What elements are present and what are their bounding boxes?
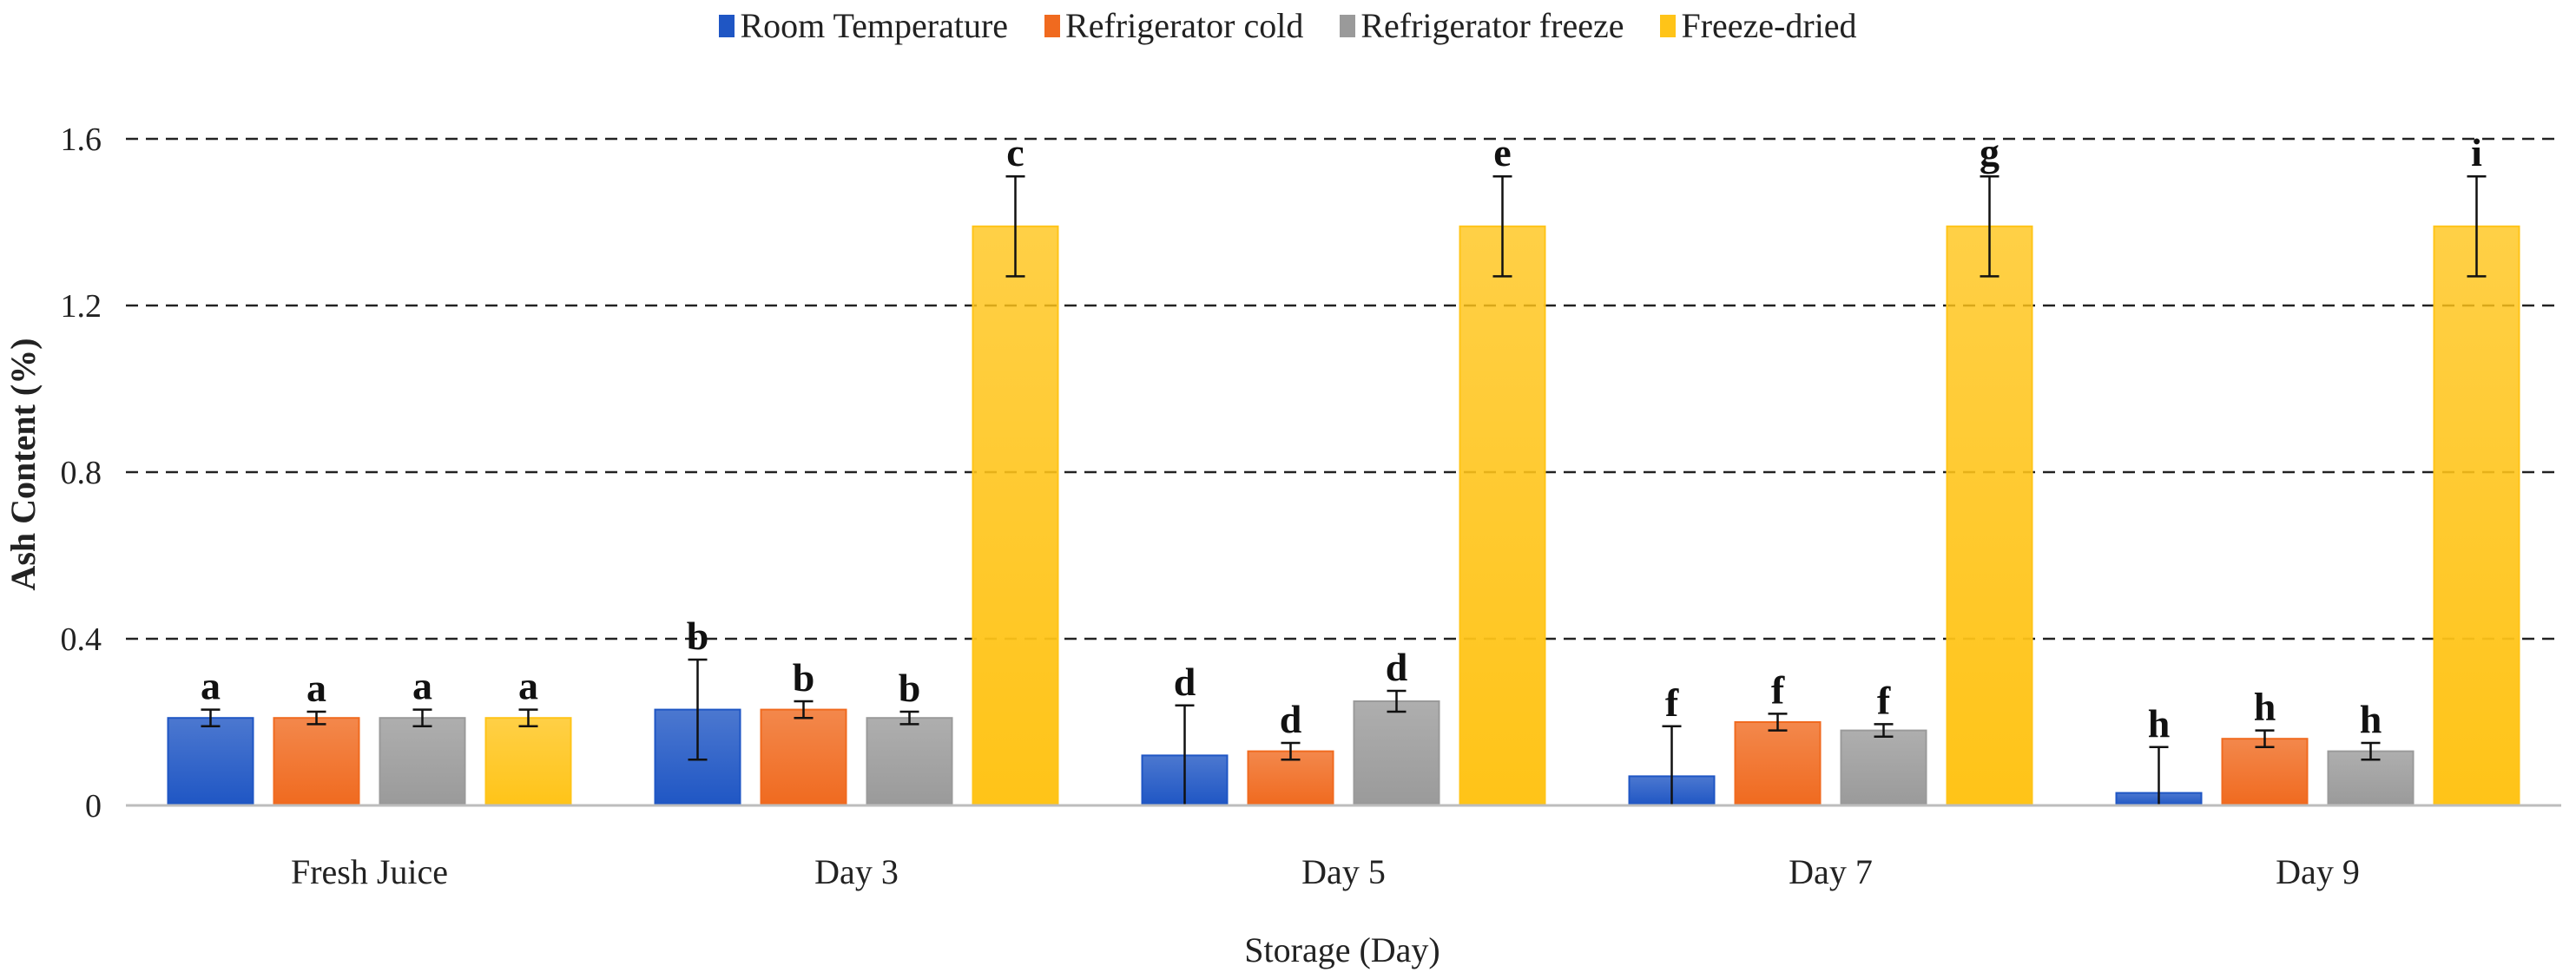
legend-label: Freeze-dried	[1681, 6, 1857, 45]
significance-letter: a	[518, 664, 538, 708]
legend-item: Room Temperature	[719, 5, 1008, 46]
y-tick-label: 1.6	[61, 122, 102, 158]
significance-letter: b	[899, 666, 921, 710]
significance-letter: a	[306, 666, 326, 710]
bar	[1946, 225, 2033, 806]
significance-letter: h	[2254, 685, 2276, 729]
significance-letter: c	[1006, 130, 1024, 174]
significance-letter: i	[2471, 130, 2482, 174]
y-axis: 0 0.4 0.8 1.2 1.6	[61, 122, 102, 825]
significance-letter: g	[1980, 130, 2000, 174]
bar	[1353, 700, 1440, 806]
significance-letter: f	[1877, 678, 1891, 722]
bar	[273, 717, 360, 807]
significance-letter: b	[687, 614, 709, 658]
legend-label: Room Temperature	[740, 6, 1009, 45]
significance-letter: d	[1280, 697, 1302, 741]
legend-item: Freeze-dried	[1660, 5, 1857, 46]
significance-letter: a	[412, 664, 432, 708]
bar	[1734, 721, 1822, 806]
y-tick-label: 1.2	[61, 288, 102, 325]
bar	[1459, 225, 1546, 806]
legend-swatch	[719, 14, 735, 37]
significance-letter: f	[1771, 667, 1785, 712]
y-tick-label: 0	[85, 788, 102, 825]
legend-swatch	[1660, 14, 1677, 37]
significance-letter: f	[1665, 680, 1679, 725]
significance-letter: a	[201, 664, 221, 708]
significance-letter: e	[1493, 130, 1511, 174]
y-tick-label: 0.8	[61, 455, 102, 491]
legend-item: Refrigerator cold	[1044, 5, 1303, 46]
x-axis-title: Storage (Day)	[1244, 930, 1440, 969]
bar	[2221, 738, 2309, 807]
legend-swatch	[1044, 14, 1061, 37]
bar	[1840, 729, 1927, 806]
significance-letter: d	[1174, 660, 1196, 704]
significance-letter: d	[1386, 645, 1408, 689]
x-axis: Fresh Juice Day 3 Day 5 Day 7 Day 9	[126, 804, 2561, 891]
significance-letter: h	[2148, 701, 2171, 746]
significance-letter: h	[2360, 697, 2382, 741]
bar	[972, 225, 1059, 806]
x-category-label: Fresh Juice	[291, 852, 448, 891]
legend-item: Refrigerator freeze	[1340, 5, 1624, 46]
x-category-label: Day 5	[1301, 852, 1386, 891]
legend-swatch	[1340, 14, 1356, 37]
x-category-label: Day 9	[2276, 852, 2360, 891]
significance-letter: b	[793, 655, 815, 700]
bar	[484, 717, 572, 807]
bar	[2433, 225, 2520, 806]
x-category-label: Day 7	[1789, 852, 1873, 891]
gridlines	[126, 137, 2561, 641]
x-category-label: Day 3	[814, 852, 899, 891]
y-axis-title: Ash Content (%)	[3, 338, 43, 590]
legend: Room Temperature Refrigerator cold Refrige…	[0, 5, 2576, 46]
error-bars	[201, 174, 2487, 807]
bar	[167, 717, 254, 807]
bar	[379, 717, 466, 807]
bar	[760, 708, 847, 806]
legend-label: Refrigerator cold	[1065, 6, 1304, 45]
bar	[866, 717, 953, 807]
significance-letters: a a a a b b b c d d d e f f f g h h h i	[201, 130, 2482, 746]
y-tick-label: 0.4	[61, 621, 102, 658]
legend-label: Refrigerator freeze	[1360, 6, 1624, 45]
